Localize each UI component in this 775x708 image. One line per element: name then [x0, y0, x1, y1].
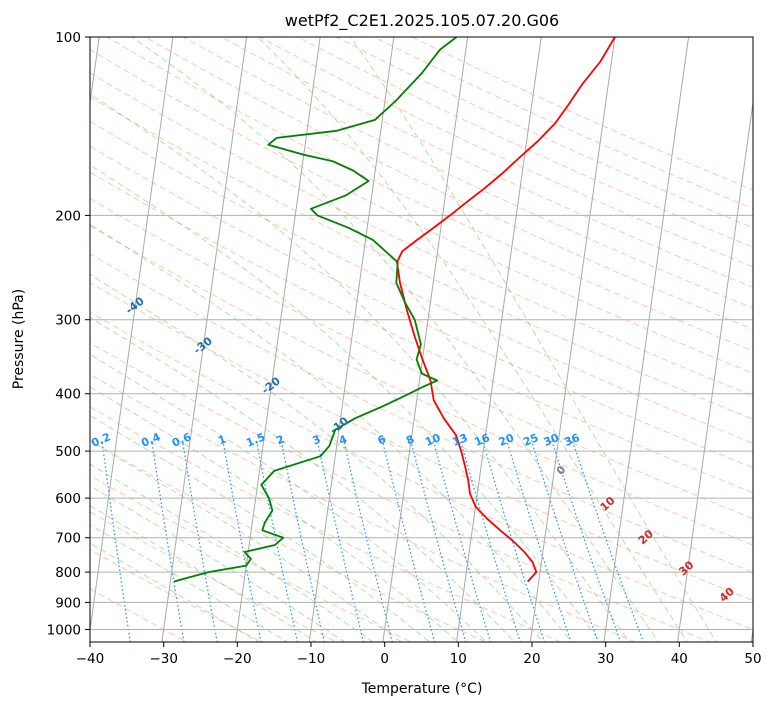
moist-adiabat: [90, 485, 346, 642]
x-tick-label: 50: [744, 651, 761, 667]
profile-series: [173, 37, 616, 583]
mixing-ratio-line: [551, 440, 622, 642]
x-tick-label: 10: [450, 651, 467, 667]
dry-adiabat: [90, 49, 753, 374]
mixing-ratio-line: [571, 440, 645, 642]
y-tick-label: 400: [55, 387, 81, 403]
mixing-ratio-lines: [101, 440, 645, 642]
x-tick-label: 0: [380, 651, 389, 667]
skewed-isotherm: [161, 37, 248, 642]
plot-frame: [89, 36, 754, 643]
moist-adiabat: [131, 37, 659, 642]
skewed-isotherm: [677, 99, 753, 642]
x-axis-ticks: −40 −30 −20 −10 0 10 20 30 40 50: [76, 642, 762, 667]
dry-adiabat: [90, 440, 487, 642]
dry-adiabat: [90, 171, 753, 494]
chart-title: wetPf2_C2E1.2025.105.07.20.G06: [285, 11, 559, 31]
x-tick-label: −40: [76, 651, 105, 667]
mixing-ratio-label: 1: [216, 433, 228, 448]
dry-adiabat: [90, 282, 753, 602]
moist-adiabat: [90, 223, 573, 642]
dry-adiabat: [90, 225, 753, 546]
dry-adiabat: [90, 253, 753, 573]
mixing-ratio-line: [151, 440, 185, 642]
mixing-ratio-line: [381, 440, 436, 642]
skewed-isotherm: [90, 37, 174, 634]
y-axis-label: Pressure (hPa): [11, 289, 27, 389]
skewed-isotherms: [90, 37, 753, 642]
mixing-ratio-label: 16: [473, 431, 492, 449]
mixing-ratio-label: 36: [562, 431, 581, 449]
mixing-ratio-label: 8: [404, 433, 416, 448]
mixing-ratio-label: 20: [497, 431, 516, 449]
y-axis-ticks: 100 200 300 400 500 600 700 800 900 1000: [47, 30, 90, 639]
temperature-profile-line: [396, 37, 616, 583]
pressure-gridlines: [90, 37, 753, 630]
mixing-ratio-label: 2: [274, 433, 286, 448]
mixing-ratio-line: [410, 440, 467, 642]
moist-adiabat: [90, 463, 374, 642]
dry-adiabat: [90, 406, 562, 642]
mixing-ratio-label: 13: [451, 431, 470, 449]
dry-adiabat: [90, 373, 637, 642]
y-tick-label: 1000: [47, 623, 81, 639]
x-tick-label: −30: [149, 651, 178, 667]
skewed-isotherm: [308, 37, 395, 642]
mixing-ratio-label: 30: [542, 431, 561, 449]
moist-adiabat: [90, 273, 544, 642]
x-axis-label: Temperature (°C): [361, 681, 483, 697]
x-tick-label: 30: [597, 651, 614, 667]
x-tick-label: −10: [297, 651, 326, 667]
mixing-ratio-line: [530, 440, 599, 642]
skewed-isotherm: [603, 37, 690, 642]
y-tick-label: 200: [55, 208, 81, 224]
y-tick-label: 500: [55, 444, 81, 460]
mixing-ratio-line: [460, 440, 521, 642]
mixing-ratio-label: 10: [423, 431, 442, 449]
mixing-ratio-line: [343, 440, 393, 642]
dry-adiabat: [90, 145, 753, 469]
mixing-ratio-line: [432, 440, 492, 642]
dry-adiabat: [90, 588, 188, 642]
y-tick-label: 300: [55, 313, 81, 329]
moist-adiabat: [90, 164, 602, 642]
moist-adiabat: [90, 440, 403, 642]
y-tick-label: 900: [55, 595, 81, 611]
x-tick-label: 40: [671, 651, 688, 667]
dry-adiabat: [106, 37, 753, 352]
y-tick-label: 100: [55, 30, 81, 46]
y-tick-label: 600: [55, 491, 81, 507]
dry-adiabat: [90, 548, 263, 642]
dry-adiabat: [90, 311, 753, 631]
skewed-isotherm: [235, 37, 321, 642]
y-tick-label: 800: [55, 565, 81, 581]
skewed-isotherm: [382, 37, 469, 642]
x-tick-label: −20: [223, 651, 252, 667]
mixing-ratio-label: 25: [521, 431, 540, 449]
skewed-isotherm: [529, 37, 616, 642]
dry-adiabats: [90, 37, 753, 642]
y-tick-label: 700: [55, 531, 81, 547]
dry-adiabat: [90, 96, 753, 420]
dewpoint-profile-line: [173, 37, 458, 583]
dry-adiabat: [182, 37, 753, 309]
x-tick-label: 20: [523, 651, 540, 667]
mixing-ratio-label: 3: [311, 433, 323, 448]
skewed-isotherm: [456, 37, 542, 642]
dry-adiabat: [90, 342, 712, 642]
mixing-ratio-line: [101, 440, 131, 642]
